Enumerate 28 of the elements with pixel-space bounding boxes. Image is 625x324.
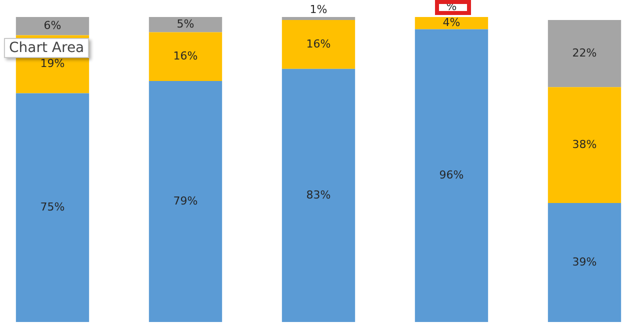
- bar: [548, 203, 622, 322]
- data-label: 75%: [40, 200, 65, 214]
- bar: [282, 68, 356, 322]
- data-label: 96%: [439, 168, 464, 182]
- bar: [148, 81, 222, 322]
- data-label: 83%: [306, 188, 331, 202]
- bar: [148, 32, 222, 82]
- data-label: 6%: [44, 19, 62, 32]
- data-label: 1%: [310, 2, 328, 16]
- data-label: 38%: [572, 138, 597, 151]
- bar: [414, 17, 488, 30]
- data-label: 16%: [173, 50, 198, 63]
- data-label: 4%: [442, 16, 460, 29]
- bar: [414, 29, 488, 322]
- data-label: 5%: [176, 17, 194, 30]
- bar: [148, 17, 222, 32]
- bar: [282, 17, 356, 20]
- data-label: 79%: [173, 194, 198, 208]
- annotation: Chart Area: [4, 38, 90, 58]
- bar: [16, 17, 90, 36]
- bar: [548, 87, 622, 204]
- data-label: 39%: [572, 255, 597, 268]
- data-label: 16%: [306, 37, 331, 50]
- bar: [548, 20, 622, 88]
- bar: [16, 93, 90, 322]
- bar: [282, 20, 356, 69]
- data-label: 22%: [572, 46, 597, 60]
- data-label: 19%: [40, 57, 65, 70]
